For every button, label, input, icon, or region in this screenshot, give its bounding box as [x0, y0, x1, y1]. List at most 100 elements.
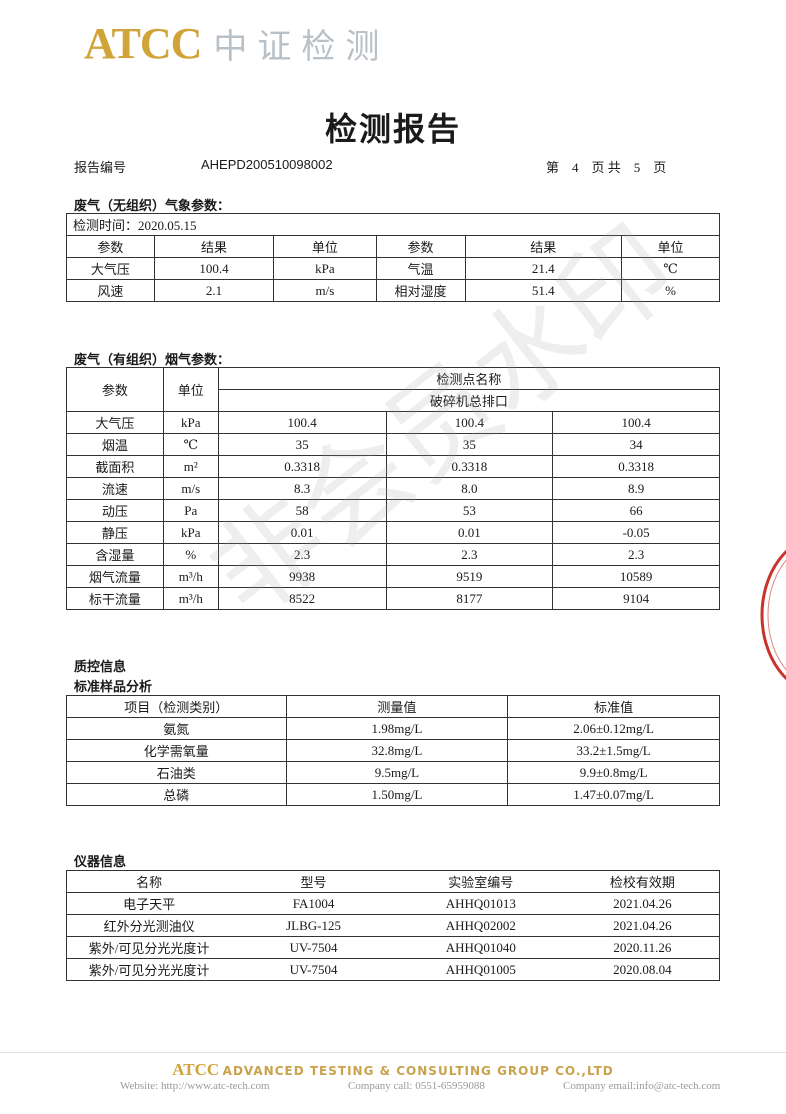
table-cell: 8.3 — [217, 477, 387, 500]
header-cell: 实验室编号 — [395, 870, 566, 893]
flue-table: 参数 单位 检测点名称 破碎机总排口 大气压 kPa 100.4 100.4 100.4 烟温… — [66, 367, 721, 610]
table-row: 标干流量 m³/h 8522 8177 9104 — [66, 587, 720, 610]
table-cell: 石油类 — [66, 761, 287, 784]
table-row: 截面积 m² 0.3318 0.3318 0.3318 — [66, 455, 720, 478]
table-cell: ℃ — [621, 257, 720, 280]
table-cell: 总磷 — [66, 783, 287, 806]
table-cell: AHHQ01040 — [395, 936, 566, 959]
table-cell: AHHQ01005 — [395, 958, 566, 981]
table-cell: 大气压 — [66, 411, 164, 434]
table-row: 大气压 100.4 kPa 气温 21.4 ℃ — [66, 257, 720, 280]
table-cell: 66 — [552, 499, 720, 522]
table-cell: 8177 — [385, 587, 554, 610]
header-cell: 型号 — [231, 870, 396, 893]
table-row: 石油类 9.5mg/L 9.9±0.8mg/L — [66, 761, 720, 784]
table-cell: 气温 — [375, 257, 466, 280]
table-cell: 氨氮 — [66, 717, 287, 740]
header-cell: 结果 — [153, 235, 275, 258]
table-row: 氨氮 1.98mg/L 2.06±0.12mg/L — [66, 717, 720, 740]
footer-website: Website: http://www.atc-tech.com — [120, 1080, 270, 1092]
table-cell: JLBG-125 — [231, 914, 396, 937]
table-cell: 红外分光测油仪 — [66, 914, 232, 937]
table-cell: 截面积 — [66, 455, 164, 478]
table-cell: 0.3318 — [385, 455, 554, 478]
table-cell: 9.9±0.8mg/L — [507, 761, 720, 784]
table-cell: AHHQ02002 — [395, 914, 566, 937]
table-cell: 2020.08.04 — [565, 958, 720, 981]
weather-table: 检测时间：2020.05.15 参数 结果 单位 参数 结果 单位 大气压 100.4 kPa 气… — [66, 213, 720, 302]
table-cell: 8.9 — [552, 477, 720, 500]
header-cell: 检校有效期 — [565, 870, 720, 893]
table-cell: 34 — [552, 433, 720, 456]
table-cell: -0.05 — [552, 521, 720, 544]
table-cell: 10589 — [552, 565, 720, 588]
flue-section-title: 废气（有组织）烟气参数： — [74, 352, 231, 367]
table-cell: 烟气流量 — [66, 565, 164, 588]
table-cell: 32.8mg/L — [285, 739, 509, 762]
table-cell: 1.98mg/L — [285, 717, 509, 740]
table-row: 总磷 1.50mg/L 1.47±0.07mg/L — [66, 783, 720, 806]
header-unit: 单位 — [162, 367, 219, 412]
table-row: 红外分光测油仪 JLBG-125 AHHQ02002 2021.04.26 — [66, 914, 720, 937]
table-cell: ℃ — [162, 433, 219, 456]
table-cell: 2021.04.26 — [565, 914, 720, 937]
table-cell: 9519 — [385, 565, 554, 588]
table-cell: m² — [162, 455, 219, 478]
qc-section-title: 质控信息 — [74, 659, 127, 674]
table-cell: 含湿量 — [66, 543, 164, 566]
table-cell: 标干流量 — [66, 587, 164, 610]
header-cell: 结果 — [464, 235, 623, 258]
table-cell: AHHQ01013 — [395, 892, 566, 915]
table-cell: 电子天平 — [66, 892, 232, 915]
table-cell: 2.3 — [217, 543, 387, 566]
table-cell: 2020.11.26 — [565, 936, 720, 959]
table-cell: 0.3318 — [552, 455, 720, 478]
table-cell: m³/h — [162, 587, 219, 610]
table-cell: 51.4 — [464, 279, 623, 302]
instrument-table: 名称 型号 实验室编号 检校有效期 电子天平 FA1004 AHHQ01013 2021.04… — [66, 870, 720, 981]
table-row: 含湿量% 2.3 2.3 2.3 — [66, 543, 720, 566]
report-no-label: 报告编号 — [74, 160, 127, 175]
table-row: 烟气流量 m³/h 9938 9519 10589 — [66, 565, 720, 588]
seal-ring — [760, 549, 786, 681]
footer-company: ADVANCED TESTING & CONSULTING GROUP CO.,… — [222, 1064, 614, 1078]
table-cell: 紫外/可见分光光度计 — [66, 958, 232, 981]
table-cell: 35 — [217, 433, 387, 456]
table-cell: 流速 — [66, 477, 164, 500]
table-cell: 58 — [217, 499, 387, 522]
table-cell: 烟温 — [66, 433, 164, 456]
table-cell: 9.5mg/L — [285, 761, 509, 784]
table-cell: UV-7504 — [231, 936, 396, 959]
table-cell: 35 — [385, 433, 554, 456]
table-cell: 0.01 — [217, 521, 387, 544]
table-cell: 2.06±0.12mg/L — [507, 717, 720, 740]
instrument-section-title: 仪器信息 — [74, 854, 127, 869]
footer-atcc: ATCC — [172, 1060, 220, 1079]
header-cell: 单位 — [273, 235, 377, 258]
table-cell: 0.01 — [385, 521, 554, 544]
table-cell: 53 — [385, 499, 554, 522]
footer-logo: ATCC ADVANCED TESTING & CONSULTING GROUP… — [0, 1060, 786, 1080]
table-cell: 1.47±0.07mg/L — [507, 783, 720, 806]
table-row: 风速 2.1 m/s 相对湿度 51.4% — [66, 279, 720, 302]
table-cell: 大气压 — [66, 257, 155, 280]
footer-divider — [0, 1052, 786, 1053]
table-row: 动压 Pa 58 53 66 — [66, 499, 720, 522]
table-cell: 21.4 — [464, 257, 623, 280]
red-seal-stamp — [760, 549, 786, 681]
table-cell: UV-7504 — [231, 958, 396, 981]
report-no: AHEPD200510098002 — [201, 157, 333, 172]
header-cell: 参数 — [375, 235, 466, 258]
table-cell: 1.50mg/L — [285, 783, 509, 806]
table-header-row: 参数 结果 单位 参数 结果 单位 — [66, 235, 720, 258]
table-cell: 静压 — [66, 521, 164, 544]
table-cell: 紫外/可见分光光度计 — [66, 936, 232, 959]
table-cell: % — [162, 543, 219, 566]
table-cell: 2.3 — [385, 543, 554, 566]
table-cell: kPa — [273, 257, 377, 280]
table-cell: m³/h — [162, 565, 219, 588]
table-cell: m/s — [162, 477, 219, 500]
footer-email: Company email:info@atc-tech.com — [563, 1080, 721, 1092]
company-logo: ATCC 中证检测 — [84, 18, 389, 69]
table-cell: 2.3 — [552, 543, 720, 566]
